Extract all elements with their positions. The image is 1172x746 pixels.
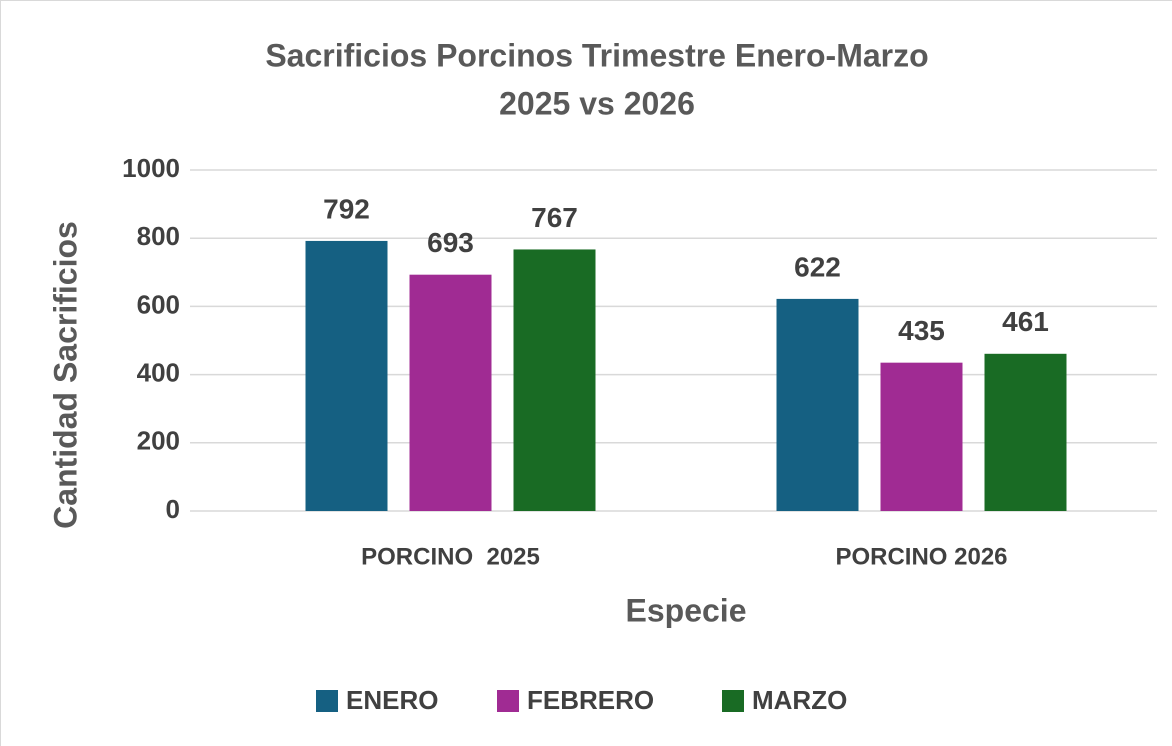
chart-title: 2025 vs 2026 — [499, 85, 695, 121]
legend-label: ENERO — [346, 685, 438, 715]
data-label: 461 — [1002, 306, 1049, 337]
data-label: 622 — [794, 251, 841, 282]
x-tick-label: PORCINO 2026 — [835, 543, 1007, 570]
x-axis-label: Especie — [626, 592, 747, 628]
legend-label: FEBRERO — [527, 685, 654, 715]
bar — [513, 249, 596, 511]
bar — [776, 298, 859, 511]
chart-title: Sacrificios Porcinos Trimestre Enero-Mar… — [265, 37, 928, 73]
legend-swatch — [722, 690, 744, 712]
y-tick-label: 200 — [137, 426, 180, 456]
legend-label: MARZO — [752, 685, 847, 715]
data-label: 792 — [323, 193, 370, 224]
y-tick-label: 0 — [166, 494, 180, 524]
bar — [305, 240, 388, 512]
y-tick-label: 600 — [137, 289, 180, 319]
y-tick-label: 400 — [137, 357, 180, 387]
x-tick-label: PORCINO 2025 — [361, 543, 540, 570]
bar — [880, 362, 963, 511]
legend-swatch — [316, 690, 338, 712]
bar — [984, 353, 1067, 511]
data-label: 767 — [531, 202, 578, 233]
legend-swatch — [497, 690, 519, 712]
y-tick-label: 1000 — [122, 153, 180, 183]
data-label: 435 — [898, 315, 945, 346]
data-label: 693 — [427, 227, 474, 258]
y-tick-label: 800 — [137, 221, 180, 251]
bar — [409, 274, 492, 511]
y-axis-label: Cantidad Sacrificios — [47, 221, 83, 529]
